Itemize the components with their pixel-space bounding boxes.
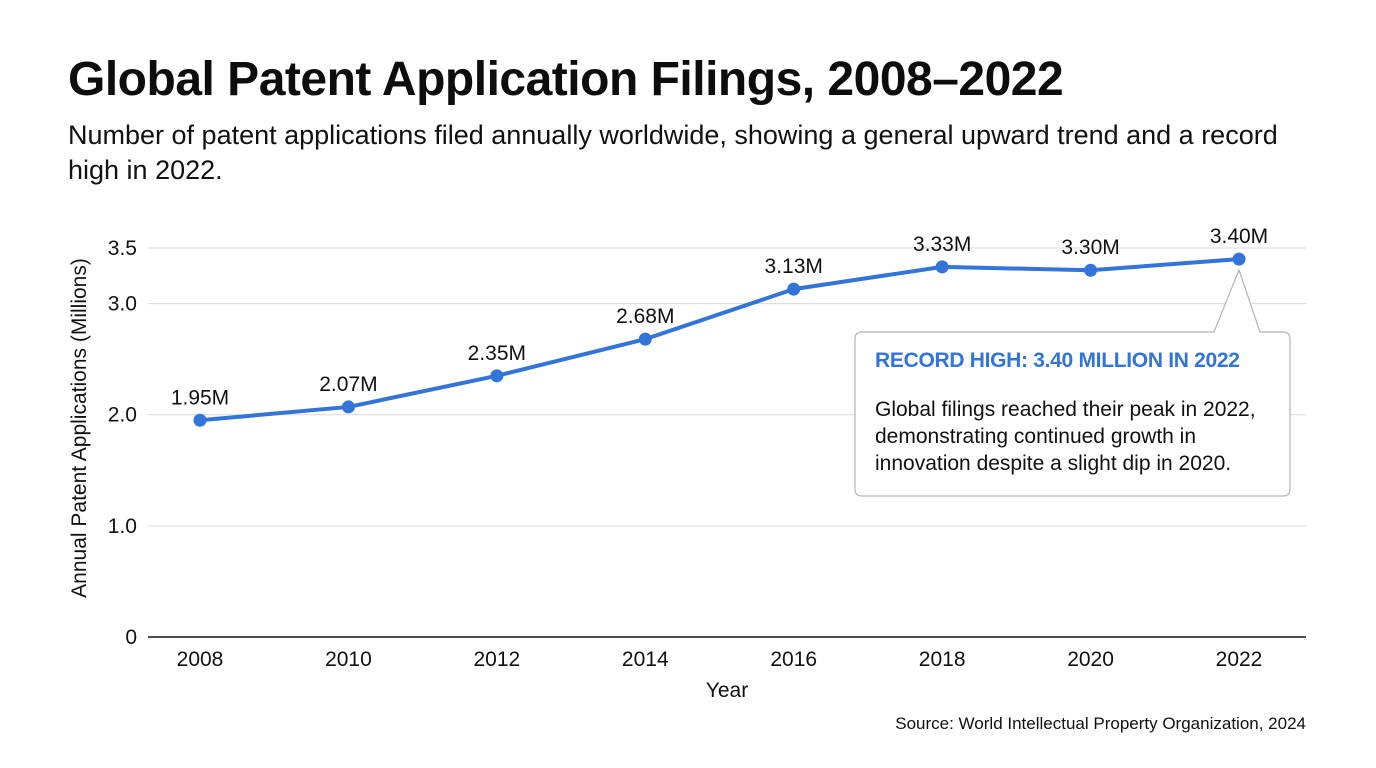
data-point: [1232, 252, 1246, 266]
data-point: [490, 369, 504, 383]
data-label: 3.13M: [765, 255, 823, 278]
annotation-callout: [854, 268, 1291, 497]
data-point: [787, 282, 801, 296]
y-tick-label: 0: [125, 626, 137, 649]
data-label: 3.30M: [1061, 236, 1119, 259]
data-label: 1.95M: [171, 386, 229, 409]
callout-box: [854, 268, 1291, 497]
y-axis-ticks: 0 1.0 2.0 3.0 3.5: [108, 237, 137, 649]
y-tick-label: 3.5: [108, 237, 137, 260]
data-label: 2.07M: [319, 373, 377, 396]
x-tick-label: 2018: [919, 648, 966, 671]
data-label: 3.40M: [1210, 225, 1268, 248]
data-series: 1.95M 2.07M 2.35M 2.68M 3.13M 3.33M 3.30M 3.40M: [171, 225, 1268, 427]
x-tick-label: 2014: [622, 648, 669, 671]
series-line: [198, 257, 1241, 423]
data-point: [638, 332, 652, 346]
callout-text: Global filings reached their peak in 202…: [875, 398, 1256, 475]
y-tick-label: 2.0: [108, 404, 137, 427]
x-tick-label: 2012: [473, 648, 520, 671]
x-axis-title: Year: [706, 679, 748, 702]
chart-subtitle: Number of patent applications filed annu…: [68, 120, 1278, 185]
chart-title: Global Patent Application Filings, 2008–…: [68, 53, 1064, 106]
x-tick-label: 2008: [177, 648, 224, 671]
data-point: [935, 260, 949, 274]
x-tick-label: 2020: [1067, 648, 1114, 671]
y-tick-label: 3.0: [108, 293, 137, 316]
x-axis-ticks: 2008 2010 2012 2014 2016 2018 2020 2022: [177, 648, 1263, 671]
y-axis-title: Annual Patent Applications (Millions): [68, 258, 91, 598]
data-point: [341, 400, 355, 414]
x-tick-label: 2022: [1216, 648, 1263, 671]
x-tick-label: 2016: [770, 648, 817, 671]
data-label: 2.68M: [616, 305, 674, 328]
callout-heading: RECORD HIGH: 3.40 MILLION IN 2022: [875, 349, 1240, 372]
data-point: [193, 413, 207, 427]
data-label: 3.33M: [913, 233, 971, 256]
data-label: 2.35M: [468, 342, 526, 365]
data-point: [1084, 263, 1098, 277]
y-tick-label: 1.0: [108, 515, 137, 538]
x-tick-label: 2010: [325, 648, 372, 671]
source-note: Source: World Intellectual Property Orga…: [895, 714, 1306, 733]
